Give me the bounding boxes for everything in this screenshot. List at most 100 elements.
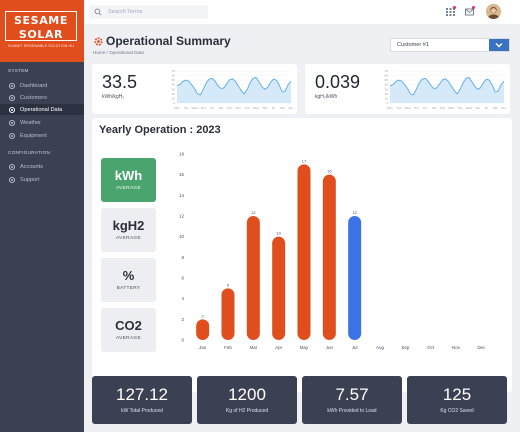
x-tick-label: Feb [224, 345, 232, 350]
gear-icon [8, 82, 16, 89]
sparkline-x-tick: Mon [448, 106, 454, 110]
sparkline-y-tick: 20 [172, 92, 176, 96]
metric-tile-battery[interactable]: % BATTERY [101, 258, 156, 302]
metric-sub: AVERAGE [116, 336, 141, 341]
sparkline-x-tick: Thu [201, 106, 207, 110]
sidebar-item-equipment[interactable]: Equipment [0, 130, 84, 141]
y-tick-label: 16 [179, 172, 185, 177]
bar-jun[interactable] [322, 174, 336, 340]
metric-sub: AVERAGE [116, 186, 141, 191]
metric-tile-kgh2[interactable]: kgH2 AVERAGE [101, 208, 156, 252]
bar-apr[interactable] [272, 236, 286, 340]
metric-sub: BATTERY [116, 286, 141, 291]
kpi-card-kgh2-per-kwh: 0.039 kgH₂/kWh 0 10 20 30 40 50 60 70 Mon Tue Wed T… [305, 64, 510, 114]
sparkline-area [390, 77, 504, 103]
avatar[interactable] [486, 4, 501, 19]
mail-icon[interactable] [465, 8, 474, 16]
page-title: Operational Summary [93, 34, 231, 48]
data-label: 2 [202, 313, 205, 318]
bar-feb[interactable] [221, 288, 235, 340]
sparkline-x-tick: Thu [414, 106, 420, 110]
sidebar-item-dashboard[interactable]: Dashboard [0, 80, 84, 91]
metric-tile-co2[interactable]: CO2 AVERAGE [101, 308, 156, 352]
metric-main: % [122, 268, 135, 283]
gear-icon [8, 132, 16, 139]
sparkline-x-tick: Sun [288, 106, 293, 110]
sparkline-x-tick: Wed [404, 106, 410, 110]
logo-title: SESAME SOLAR [14, 14, 68, 41]
logo[interactable]: SESAME SOLAR SUMMIT RENEWABLE SOLUTION H… [5, 11, 77, 48]
stat-label: kW Total Produced [121, 408, 163, 414]
customer-select-button[interactable] [489, 39, 509, 51]
sparkline-x-tick: Sun [227, 106, 233, 110]
search-input[interactable]: Search Terms [90, 5, 208, 19]
bar-may[interactable] [297, 164, 311, 340]
breadcrumb[interactable]: Home / Operational Data [93, 50, 144, 55]
sparkline-x-tick: Fri [210, 106, 214, 110]
stat-value: 1200 [228, 385, 266, 404]
sidebar-item-operational-data[interactable]: Operational Data [0, 104, 84, 115]
gear-icon [8, 94, 16, 101]
y-tick-label: 10 [179, 234, 185, 239]
customer-select[interactable]: Customer #1 [390, 38, 510, 52]
sparkline-x-tick: Wed [191, 106, 197, 110]
sidebar-item-label: Operational Data [20, 106, 63, 113]
bar-jul[interactable] [348, 216, 362, 340]
sparkline-x-tick: Thu [475, 106, 481, 110]
sparkline-line [389, 76, 505, 96]
sparkline-x-tick: Wed [253, 106, 259, 110]
sparkline-y-tick: 30 [172, 87, 176, 91]
data-label: 5 [227, 282, 230, 287]
x-tick-label: Jan [199, 345, 207, 350]
stat-value: 125 [442, 385, 472, 404]
customer-select-value: Customer #1 [397, 42, 430, 48]
sparkline-x-tick: Mon [235, 106, 241, 110]
stat-value: 7.57 [335, 385, 369, 404]
sparkline-x-tick: Wed [466, 106, 472, 110]
sidebar-item-label: Equipment [20, 132, 47, 139]
sparkline-y-tick: 10 [172, 96, 176, 100]
x-tick-label: Nov [452, 345, 461, 350]
sparkline-x-tick: Sun [440, 106, 446, 110]
sparkline-x-tick: Fri [272, 106, 276, 110]
y-tick-label: 18 [179, 152, 185, 157]
y-tick-label: 12 [179, 214, 185, 219]
y-tick-label: 14 [179, 193, 185, 198]
kpi-card-kwh-per-kgh2: 33.5 kWh/kgH₂ 0 10 20 30 40 50 60 70 Mon Tue Wed Th… [92, 64, 297, 114]
sparkline-x-tick: Tue [183, 106, 188, 110]
top-bar: Search Terms [84, 0, 520, 24]
sparkline-y-tick: 50 [385, 78, 389, 82]
stat-card-kw-total: 127.12 kW Total Produced [92, 376, 192, 424]
y-tick-label: 4 [181, 296, 184, 301]
bar-mar[interactable] [246, 216, 260, 340]
gear-icon [8, 119, 16, 126]
stat-card-kwh-load: 7.57 kWh Provided to Load [302, 376, 402, 424]
grid-icon[interactable] [446, 8, 455, 16]
stat-value: 127.12 [116, 385, 168, 404]
sparkline-area [177, 77, 291, 103]
sparkline-y-tick: 60 [385, 74, 389, 78]
sparkline-x-tick: Mon [387, 106, 393, 110]
bar-jan[interactable] [196, 319, 210, 340]
sidebar-item-accounts[interactable]: Accounts [0, 161, 84, 172]
y-tick-label: 6 [181, 276, 184, 281]
metric-tile-kwh[interactable]: kWh AVERAGE [101, 158, 156, 202]
sparkline-x-tick: Tue [458, 106, 463, 110]
sidebar-item-customers[interactable]: Customers [0, 92, 84, 103]
sidebar-item-label: Customers [20, 94, 48, 101]
x-tick-label: Sep [401, 345, 410, 350]
sidebar-item-weather[interactable]: Weather [0, 117, 84, 128]
x-tick-label: Oct [427, 345, 435, 350]
sparkline-x-tick: Fri [423, 106, 427, 110]
data-label: 10 [276, 231, 281, 236]
main-content: Operational Summary Home / Operational D… [84, 24, 520, 432]
sidebar-item-label: Weather [20, 119, 42, 126]
x-tick-label: May [300, 345, 309, 350]
sparkline-y-tick: 70 [385, 69, 389, 73]
stat-label: Kg CO2 Saved [440, 408, 474, 414]
kpi-value: 33.5 [102, 72, 138, 92]
gear-icon [8, 106, 16, 113]
kpi-unit: kgH₂/kWh [315, 94, 338, 100]
sidebar-item-support[interactable]: Support [0, 174, 84, 185]
